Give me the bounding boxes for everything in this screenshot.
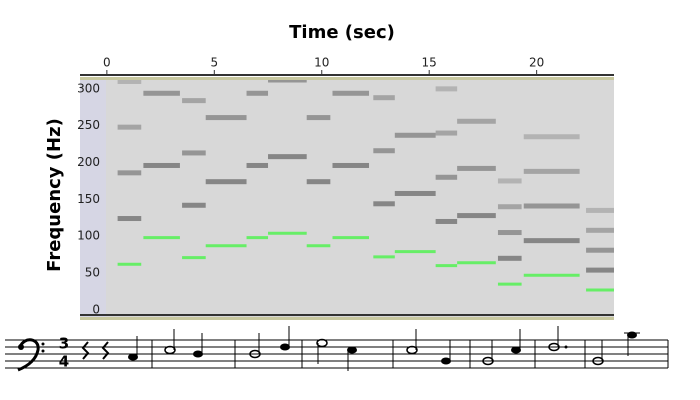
x-tick-label: 5 (210, 56, 218, 70)
harmonic-band (268, 154, 307, 160)
harmonic-band (523, 238, 580, 244)
y-tick-label: 250 (77, 118, 100, 132)
harmonic-band (457, 118, 496, 124)
harmonic-band (117, 170, 142, 176)
y-tick-label: 50 (85, 266, 100, 280)
bottom-rule (80, 314, 614, 316)
harmonic-band (523, 134, 580, 140)
harmonic-band (332, 90, 370, 96)
x-tick-label: 15 (422, 56, 437, 70)
harmonic-band (435, 86, 458, 92)
harmonic-band (117, 78, 142, 84)
bottom-rule (80, 317, 614, 320)
harmonic-band (182, 202, 206, 208)
harmonic-band (457, 213, 496, 219)
harmonic-band (182, 98, 206, 104)
y-tick-label: 200 (77, 155, 100, 169)
staff (5, 326, 669, 372)
harmonic-band (246, 90, 269, 96)
harmonic-band (435, 174, 458, 180)
harmonic-band (373, 148, 395, 154)
plot-area (80, 80, 614, 318)
harmonic-band (182, 150, 206, 156)
harmonic-band (117, 216, 142, 222)
harmonic-band (523, 203, 580, 209)
y-axis-label: Frequency (Hz) (44, 118, 65, 272)
x-tick-label: 0 (103, 56, 111, 70)
harmonic-band (497, 230, 522, 236)
harmonic-band (497, 204, 522, 210)
y-tick-label: 100 (77, 229, 100, 243)
top-rule (80, 74, 614, 76)
harmonic-band (205, 115, 247, 121)
harmonic-band (394, 132, 436, 138)
plot (117, 77, 614, 292)
harmonic-band (435, 218, 458, 224)
harmonic-band (523, 168, 580, 174)
time-signature: 3 (59, 335, 69, 353)
harmonic-band (394, 190, 436, 196)
y-tick-label: 300 (77, 81, 100, 95)
x-tick-label: 20 (529, 56, 544, 70)
y-tick-label: 0 (92, 302, 100, 316)
harmonic-band (332, 162, 370, 168)
harmonic-band (586, 207, 614, 213)
harmonic-band (205, 179, 247, 185)
harmonic-band (497, 255, 522, 261)
harmonic-band (143, 162, 180, 168)
chart-title: Time (sec) (289, 22, 395, 43)
harmonic-band (117, 124, 142, 130)
harmonic-band (497, 178, 522, 184)
harmonic-band (373, 201, 395, 207)
harmonic-band (373, 95, 395, 101)
harmonic-band (586, 227, 614, 233)
harmonic-band (586, 267, 614, 273)
harmonic-band (306, 115, 331, 121)
harmonic-band (306, 179, 331, 185)
harmonic-band (435, 130, 458, 136)
harmonic-band (586, 247, 614, 253)
harmonic-band (457, 165, 496, 171)
time-signature: 4 (59, 353, 69, 371)
top-rule (80, 77, 614, 80)
x-tick-label: 10 (314, 56, 329, 70)
y-tick-label: 150 (77, 192, 100, 206)
y-axis-band (80, 80, 106, 318)
harmonic-band (143, 90, 180, 96)
harmonic-band (246, 162, 269, 168)
